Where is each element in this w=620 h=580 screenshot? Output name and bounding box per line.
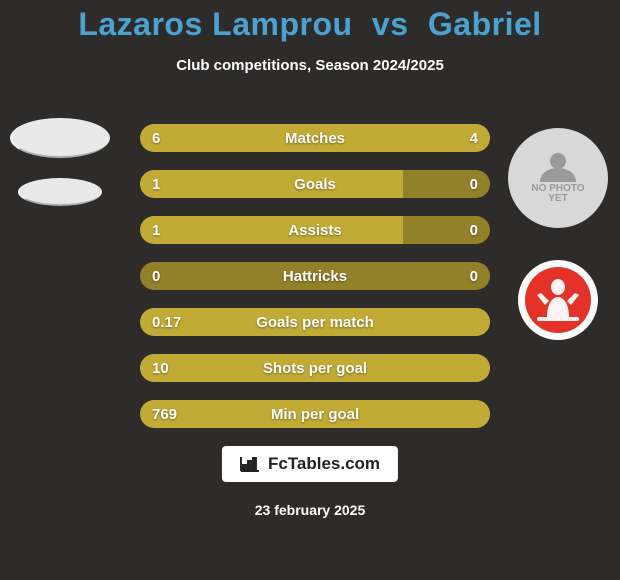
subtitle: Club competitions, Season 2024/2025: [0, 57, 620, 74]
stat-bars: 64Matches 10Goals 10Assists 00Hattricks 0.17…: [140, 124, 490, 446]
stat-row: 0.17Goals per match: [140, 308, 490, 336]
stat-label: Goals: [140, 170, 490, 198]
no-photo-text-bottom: YET: [548, 194, 567, 205]
page-title: Lazaros Lamprou vs Gabriel: [0, 0, 620, 43]
stat-label: Goals per match: [140, 308, 490, 336]
brand-text: FcTables.com: [268, 454, 380, 474]
vs-label: vs: [372, 6, 409, 42]
stat-row: 64Matches: [140, 124, 490, 152]
chart-icon: [240, 456, 260, 472]
no-photo-placeholder: NO PHOTO YET: [508, 128, 608, 228]
stat-label: Shots per goal: [140, 354, 490, 382]
player1-photo: [10, 118, 110, 158]
footer-date: 23 february 2025: [0, 502, 620, 518]
stat-row: 769Min per goal: [140, 400, 490, 428]
stat-label: Matches: [140, 124, 490, 152]
player1-club-badge: [18, 178, 102, 206]
brand-badge: FcTables.com: [222, 446, 398, 482]
player1-name: Lazaros Lamprou: [78, 6, 352, 42]
stat-row: 10Shots per goal: [140, 354, 490, 382]
player2-name: Gabriel: [428, 6, 542, 42]
stat-label: Min per goal: [140, 400, 490, 428]
person-silhouette-icon: [536, 152, 580, 182]
club-badge-icon: [518, 260, 598, 340]
stat-row: 00Hattricks: [140, 262, 490, 290]
stat-label: Hattricks: [140, 262, 490, 290]
stat-label: Assists: [140, 216, 490, 244]
stat-row: 10Assists: [140, 216, 490, 244]
stat-row: 10Goals: [140, 170, 490, 198]
player2-club-badge: [518, 260, 598, 340]
comparison-canvas: Lazaros Lamprou vs Gabriel Club competit…: [0, 0, 620, 580]
player2-photo: NO PHOTO YET: [508, 128, 608, 228]
